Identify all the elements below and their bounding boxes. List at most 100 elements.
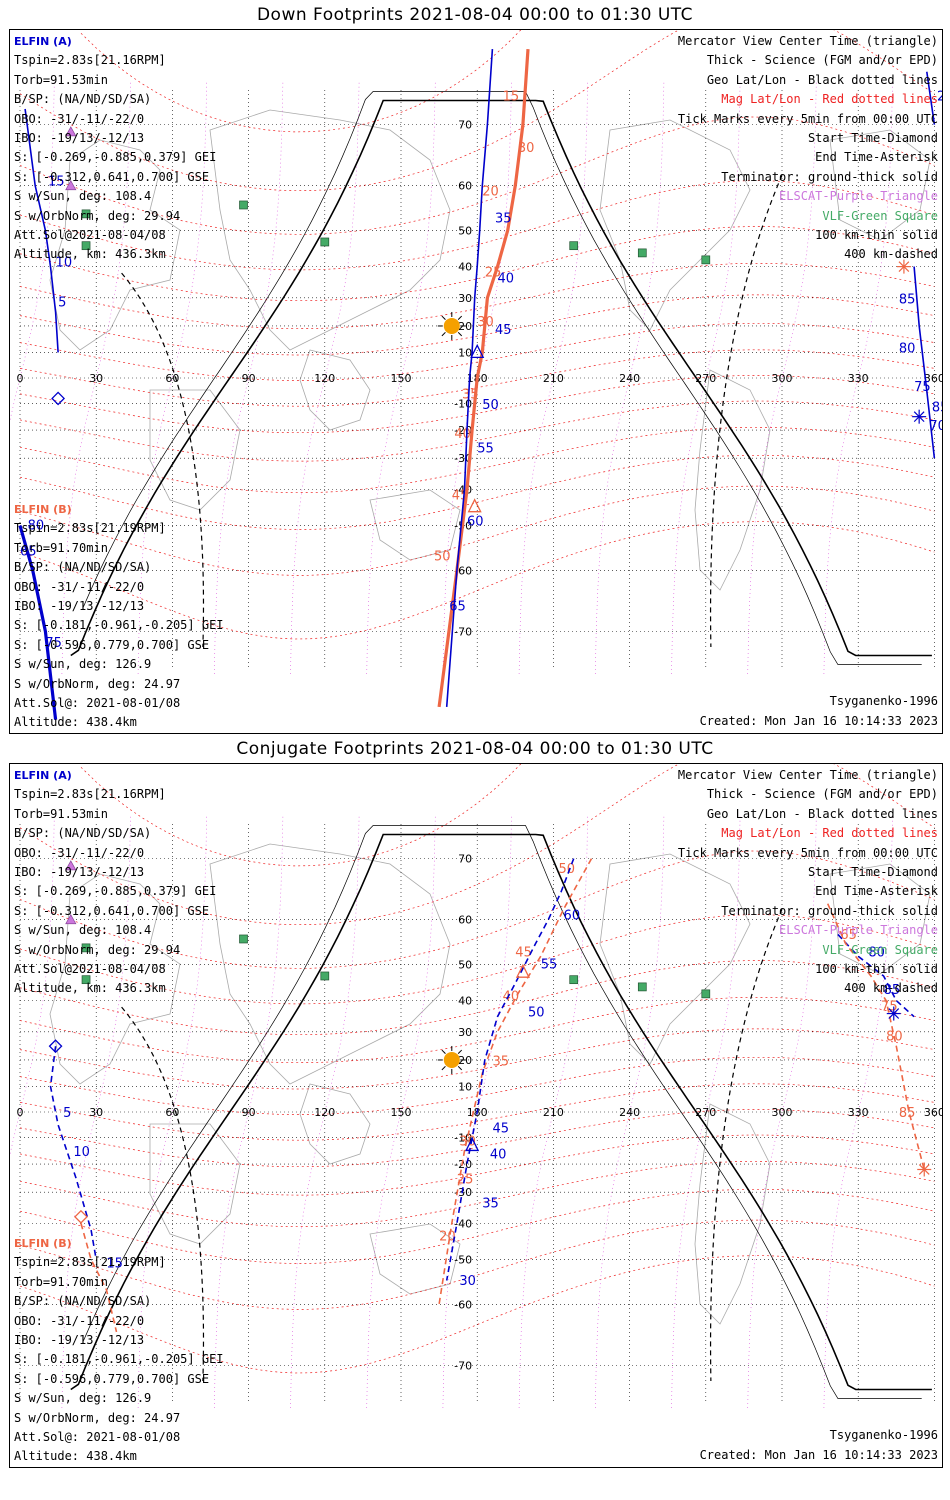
track-tick-label: 10: [73, 1145, 90, 1160]
legend-item: Start Time-Diamond: [807, 864, 938, 879]
legend-item: 400 km-dashed: [844, 981, 938, 996]
lon-tick-label: 120: [314, 372, 335, 385]
sat-a-line: Torb=91.53min: [14, 806, 108, 821]
legend-item: 100 km-thin solid: [815, 227, 938, 242]
start-diamond: [51, 391, 66, 406]
sat-a-line: S: [-0.269,-0.885,0.379] GEI: [14, 884, 217, 899]
mag-meridian: [366, 815, 436, 1409]
asterisk-stroke: [913, 411, 925, 423]
sat-b-line: S: [-0.596,0.779,0.700] GSE: [14, 637, 210, 652]
lon-tick-label: 90: [242, 1106, 256, 1119]
lat-tick-label: 70: [458, 119, 472, 132]
sat-a-info: ELFIN (A) Tspin=2.83s[21.16RPM] Torb=91.…: [14, 32, 216, 265]
legend-item: VLF-Green Square: [822, 942, 938, 957]
sat-a-line: S w/OrbNorm, deg: 29.94: [14, 208, 181, 223]
legend-item: VLF-Green Square: [822, 208, 938, 223]
legend: Mercator View Center Time (triangle) Thi…: [678, 766, 938, 999]
track-tick-label: 30: [518, 141, 535, 156]
coastline: [209, 109, 451, 351]
legend-item: Geo Lat/Lon - Black dotted lines: [706, 806, 938, 821]
terminator-400km: [709, 908, 783, 1382]
elscat-triangle: [65, 914, 77, 925]
track-tick-label: 75: [45, 636, 62, 651]
vlf-station-square: [637, 982, 647, 992]
track-tick-label: 30: [477, 315, 494, 330]
sat-b-line: IBO: -19/13/-12/13: [14, 598, 145, 613]
sat-a-line: OBO: -31/-11/-22/0: [14, 845, 145, 860]
sat-a-line: IBO: -19/13/-12/13: [14, 130, 145, 145]
lat-tick-label: 30: [458, 1026, 472, 1039]
mag-parallel: [19, 996, 935, 1064]
sat-b-line: S: [-0.181,-0.961,-0.205] GEI: [14, 1352, 224, 1367]
mag-meridian: [595, 81, 665, 675]
lat-tick-label: 50: [458, 224, 472, 237]
vlf-station-square: [320, 237, 330, 247]
sat-a-line: S w/Sun, deg: 108.4: [14, 189, 152, 204]
track-tick-label: 25: [485, 265, 502, 280]
mag-parallel: [19, 116, 935, 235]
lat-tick-label: 60: [458, 180, 472, 193]
end-asterisk: [886, 1006, 901, 1021]
track-tick-label: 70: [929, 419, 942, 434]
track-tick-label: 80: [886, 1030, 903, 1045]
sat-b-track: [438, 858, 593, 1305]
lat-tick-label: -70: [454, 625, 472, 638]
mag-meridian: [366, 81, 436, 675]
mag-parallel: [19, 322, 935, 381]
legend-item: Terminator: ground-thick solid: [721, 169, 938, 184]
sun-ray: [441, 1049, 446, 1054]
sat-b-line: B/SP: (NA/ND/SD/SA): [14, 1294, 152, 1309]
mag-meridian: [823, 81, 893, 675]
sat-b-track: [80, 1223, 118, 1333]
mag-meridian: [823, 815, 893, 1409]
track-tick-label: 35: [495, 211, 512, 226]
sat-b-line: S w/Sun, deg: 126.9: [14, 1391, 152, 1406]
mag-meridian: [671, 815, 741, 1409]
lon-tick-label: 210: [543, 372, 564, 385]
legend-item: Thick - Science (FGM and/or EPD): [706, 53, 938, 68]
track-tick-label: 35: [492, 1054, 509, 1069]
track-tick-label: 15: [503, 89, 520, 104]
elscat-triangle: [65, 180, 77, 191]
asterisk-stroke: [888, 1008, 900, 1019]
sat-a-line: Altitude, km: 436.3km: [14, 981, 166, 996]
legend: Mercator View Center Time (triangle) Thi…: [678, 32, 938, 265]
lon-tick-label: 360: [924, 372, 942, 385]
mag-parallel: [19, 850, 935, 969]
terminator-400km: [709, 174, 783, 648]
track-tick-label: 75: [914, 380, 931, 395]
lat-tick-label: -70: [454, 1359, 472, 1372]
coastline: [149, 1123, 241, 1245]
sat-b-line: Altitude: 438.4km: [14, 1449, 137, 1464]
coastline: [49, 139, 181, 351]
mag-parallel: [19, 294, 935, 356]
coastline: [149, 389, 241, 511]
start-diamond: [74, 1209, 88, 1224]
end-asterisk: [912, 409, 927, 424]
legend-item: Mercator View Center Time (triangle): [677, 768, 938, 782]
lon-tick-label: 300: [772, 372, 793, 385]
legend-item: 400 km-dashed: [844, 247, 938, 262]
mag-parallel: [19, 485, 935, 576]
track-tick-label: 50: [434, 549, 451, 564]
terminator-400km: [121, 272, 205, 648]
sat-a-track: [49, 1046, 97, 1260]
sun-ray: [457, 1065, 463, 1071]
coastline: [599, 853, 751, 1065]
coastline: [599, 119, 751, 331]
track-tick-label: 85: [899, 293, 916, 308]
track-tick-label: 40: [498, 272, 515, 287]
mag-parallel: [19, 226, 935, 302]
track-tick-label: 60: [564, 909, 581, 924]
track-tick-label: 35: [462, 387, 479, 402]
sat-b-line: Att.Sol@: 2021-08-01/08: [14, 695, 181, 710]
legend-item: Geo Lat/Lon - Black dotted lines: [706, 72, 938, 87]
sat-b-line: Torb=91.70min: [14, 540, 108, 555]
track-tick-label: 85: [884, 983, 901, 998]
model-name: Tsyganenko-1996: [829, 694, 938, 709]
lon-tick-label: 90: [242, 372, 256, 385]
terminator-ground: [70, 833, 932, 1391]
track-tick-label: 20: [937, 89, 942, 104]
asterisk-stroke: [898, 261, 910, 272]
track-tick-label: 45: [492, 1121, 509, 1136]
